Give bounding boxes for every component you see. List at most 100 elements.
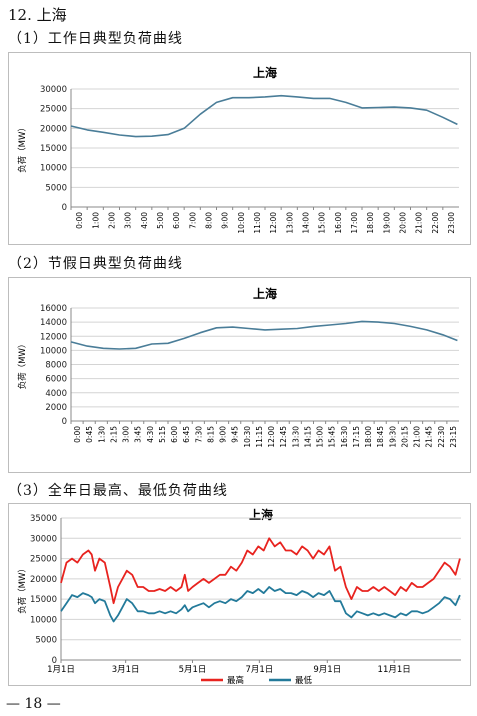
x-tick-label: 15:00 xyxy=(318,212,327,234)
y-tick-label: 10000 xyxy=(40,164,67,174)
y-tick-label: 35000 xyxy=(30,514,57,524)
y-tick-label: 25000 xyxy=(40,105,67,115)
x-tick-label: 9:00 xyxy=(221,212,230,229)
x-tick-label: 13:30 xyxy=(291,426,300,448)
x-tick-label: 4:00 xyxy=(140,212,149,229)
y-tick-label: 30000 xyxy=(30,534,57,544)
y-tick-label: 10000 xyxy=(30,615,57,625)
x-tick-label: 0:00 xyxy=(73,426,82,443)
x-tick-label: 17:00 xyxy=(350,212,359,234)
y-tick-label: 6000 xyxy=(45,375,67,385)
x-tick-label: 5:00 xyxy=(156,212,165,229)
x-tick-label: 15:45 xyxy=(328,426,337,448)
holiday-load-chart: 上海 0 2000 4000 6000 8000 10000 12000 14000 16000 负… xyxy=(17,286,459,448)
series-line-最低 xyxy=(60,586,461,623)
x-tick-label: 2:15 xyxy=(109,426,118,443)
x-tick-label: 2:00 xyxy=(107,212,116,229)
x-tick-label: 0:00 xyxy=(75,212,84,229)
x-tick-label: 22:30 xyxy=(437,426,446,448)
x-tick-label: 6:45 xyxy=(182,426,191,443)
x-tick-label: 20:15 xyxy=(400,426,409,448)
annual-max-min-load-chart: 上海 0 5000 10000 15000 20000 25000 30000 35000 负荷（… xyxy=(17,507,461,685)
x-tick-label: 19:00 xyxy=(382,212,391,234)
y-tick-label: 12000 xyxy=(40,332,67,342)
x-tick-label: 3:00 xyxy=(122,426,131,443)
x-tick-label: 11月1日 xyxy=(378,665,411,675)
x-tick-label: 15:00 xyxy=(316,426,325,448)
x-tick-label: 1:30 xyxy=(97,426,106,443)
x-tick-label: 7:00 xyxy=(188,212,197,229)
series-line-load xyxy=(70,94,458,138)
x-tick-label: 18:45 xyxy=(376,426,385,448)
x-tick-label: 9月1日 xyxy=(313,665,341,675)
x-tick-label: 20:00 xyxy=(398,212,407,234)
x-tick-label: 7月1日 xyxy=(245,665,273,675)
subsection-3-label: （3）全年日最高、最低负荷曲线 xyxy=(8,483,228,499)
x-tick-label: 3:45 xyxy=(134,426,143,443)
x-tick-label: 12:00 xyxy=(269,212,278,234)
y-tick-label: 5000 xyxy=(45,183,67,193)
x-tick-label: 6:00 xyxy=(172,212,181,229)
x-tick-label: 16:30 xyxy=(340,426,349,448)
y-tick-label: 20000 xyxy=(40,124,67,134)
x-tick-label: 8:00 xyxy=(204,212,213,229)
y-tick-label: 4000 xyxy=(45,389,67,399)
x-tick-label: 21:00 xyxy=(415,212,424,234)
y-tick-label: 5000 xyxy=(35,636,57,646)
x-tick-label: 3月1日 xyxy=(112,665,140,675)
x-tick-label: 18:00 xyxy=(366,212,375,234)
page-number: — 18 — xyxy=(6,696,61,712)
legend-label: 最高 xyxy=(227,675,244,685)
y-tick-label: 14000 xyxy=(40,318,67,328)
x-tick-label: 11:00 xyxy=(253,212,262,234)
x-tick-label: 11:15 xyxy=(255,426,264,448)
chart-title: 上海 xyxy=(253,65,277,80)
x-tick-label: 8:15 xyxy=(206,426,215,443)
y-tick-label: 15000 xyxy=(40,144,67,154)
x-tick-label: 10:00 xyxy=(237,212,246,234)
series-line-最高 xyxy=(60,537,461,605)
x-tick-label: 16:00 xyxy=(334,212,343,234)
x-tick-label: 21:00 xyxy=(413,426,422,448)
section-heading: 12. 上海 xyxy=(8,6,67,24)
chart-title: 上海 xyxy=(253,286,277,301)
y-tick-label: 8000 xyxy=(45,361,67,371)
chart-title: 上海 xyxy=(249,507,273,522)
subsection-2-label: （2）节假日典型负荷曲线 xyxy=(8,256,183,272)
y-axis-label: 负荷（MW） xyxy=(17,123,28,173)
x-tick-label: 1月1日 xyxy=(47,665,75,675)
x-tick-label: 5:15 xyxy=(158,426,167,443)
x-tick-label: 14:00 xyxy=(301,212,310,234)
y-tick-label: 25000 xyxy=(30,555,57,565)
y-tick-label: 15000 xyxy=(30,595,57,605)
y-tick-label: 16000 xyxy=(40,304,67,314)
x-tick-label: 10:30 xyxy=(243,426,252,448)
x-tick-label: 12:45 xyxy=(279,426,288,448)
x-tick-label: 7:30 xyxy=(194,426,203,443)
x-tick-label: 23:15 xyxy=(449,426,458,448)
x-tick-label: 17:15 xyxy=(352,426,361,448)
y-axis-label: 负荷（MW） xyxy=(17,564,28,614)
y-tick-label: 0 xyxy=(62,203,67,213)
y-axis-label: 负荷（MW） xyxy=(17,340,28,390)
x-tick-label: 14:15 xyxy=(303,426,312,448)
legend-label: 最低 xyxy=(295,675,313,685)
x-tick-label: 13:00 xyxy=(285,212,294,234)
x-tick-label: 3:00 xyxy=(124,212,133,229)
x-tick-label: 1:00 xyxy=(91,212,100,229)
chart-1-frame: 上海 0 5000 10000 15000 20000 25000 30000 负荷（MW） 0:… xyxy=(8,52,471,245)
subsection-1-label: （1）工作日典型负荷曲线 xyxy=(8,31,183,47)
y-tick-label: 10000 xyxy=(40,346,67,356)
x-tick-label: 5月1日 xyxy=(179,665,207,675)
x-tick-label: 6:00 xyxy=(170,426,179,443)
y-tick-label: 0 xyxy=(52,656,57,666)
x-tick-label: 22:00 xyxy=(431,212,440,234)
x-tick-label: 9:00 xyxy=(219,426,228,443)
y-tick-label: 20000 xyxy=(30,575,57,585)
x-tick-label: 4:30 xyxy=(146,426,155,443)
workday-load-chart: 上海 0 5000 10000 15000 20000 25000 30000 负荷（MW） 0:… xyxy=(17,65,459,234)
x-tick-label: 0:45 xyxy=(85,426,94,443)
y-tick-label: 2000 xyxy=(45,403,67,413)
series-line-load xyxy=(70,320,458,350)
x-tick-label: 19:30 xyxy=(388,426,397,448)
